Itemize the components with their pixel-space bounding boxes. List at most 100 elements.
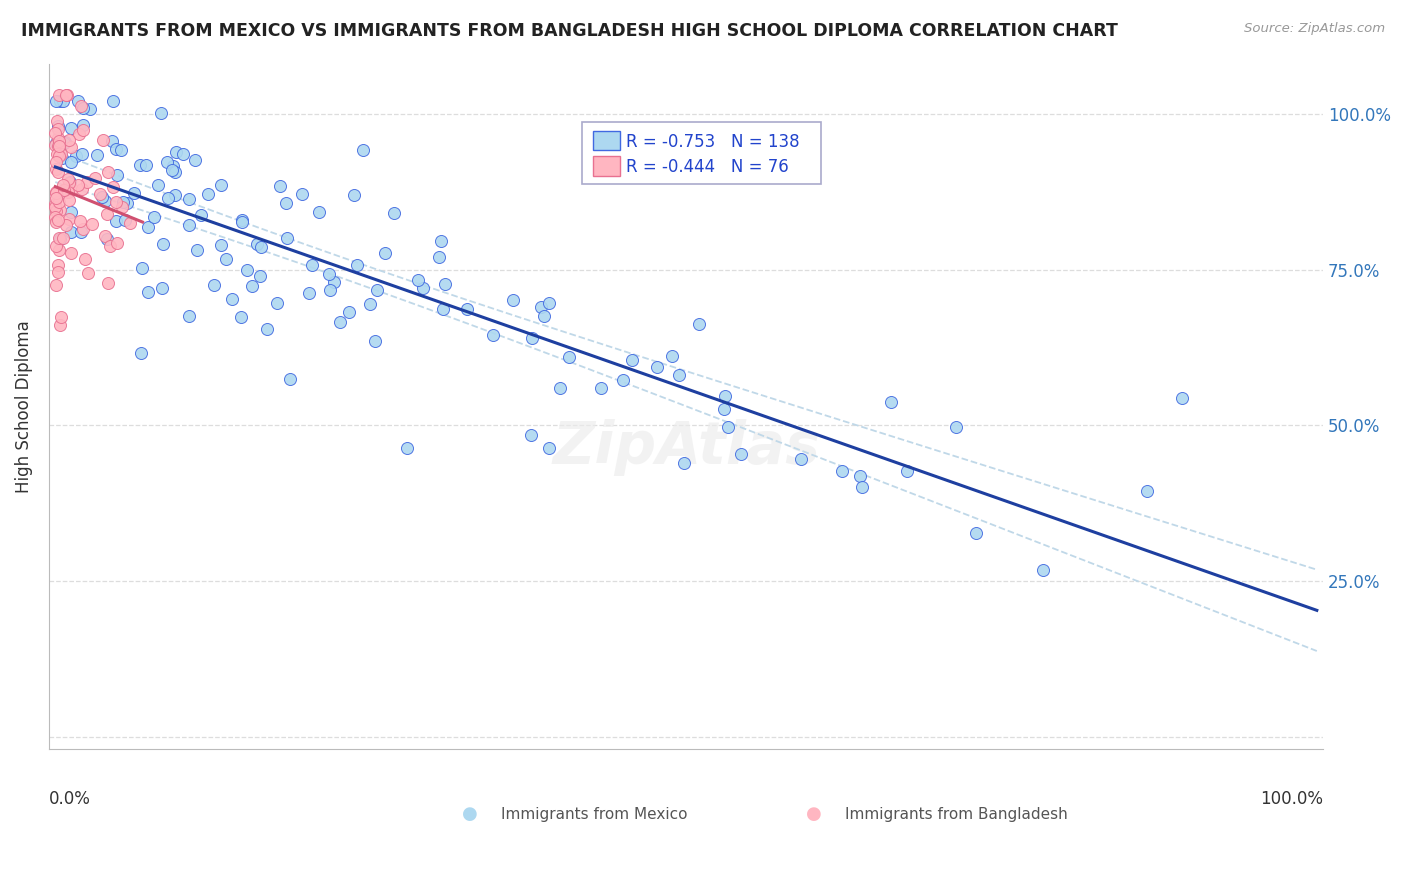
Point — [713, 401, 735, 416]
Point — [104, 213, 127, 227]
Point — [52, 178, 75, 192]
Point — [156, 191, 179, 205]
Point — [432, 302, 454, 317]
Point — [156, 154, 179, 169]
Point — [67, 127, 90, 141]
Point — [59, 246, 82, 260]
Point — [851, 480, 873, 494]
Point — [148, 178, 170, 193]
Point — [849, 469, 872, 483]
Point — [70, 182, 93, 196]
Point — [49, 318, 72, 333]
Point — [83, 171, 105, 186]
Point — [55, 88, 77, 103]
Point — [645, 360, 668, 375]
Point — [408, 272, 430, 286]
Point — [46, 130, 69, 145]
Point — [48, 139, 70, 153]
Point — [101, 95, 124, 109]
Point — [412, 281, 434, 295]
Point — [240, 278, 263, 293]
Point — [152, 236, 174, 251]
Point — [89, 186, 111, 201]
Point — [319, 283, 342, 297]
Point — [221, 292, 243, 306]
Point — [59, 121, 82, 136]
Point — [44, 126, 66, 140]
Point — [58, 171, 80, 186]
Point — [186, 243, 208, 257]
Point — [48, 195, 70, 210]
Point — [209, 178, 232, 192]
Point — [290, 186, 312, 201]
Point — [69, 214, 91, 228]
Point — [269, 178, 291, 193]
Point — [110, 144, 132, 158]
Point — [179, 218, 201, 232]
Text: 100.0%: 100.0% — [1260, 790, 1323, 808]
Point — [48, 149, 70, 163]
Point — [45, 277, 67, 292]
Point — [131, 260, 153, 275]
Point — [301, 258, 323, 272]
Point — [105, 168, 128, 182]
Point — [1171, 392, 1194, 406]
Point — [70, 226, 93, 240]
Point — [366, 283, 388, 297]
Text: IMMIGRANTS FROM MEXICO VS IMMIGRANTS FROM BANGLADESH HIGH SCHOOL DIPLOMA CORRELA: IMMIGRANTS FROM MEXICO VS IMMIGRANTS FRO… — [21, 22, 1118, 40]
Point — [246, 237, 269, 252]
Point — [45, 147, 67, 161]
Point — [59, 140, 82, 154]
Point — [90, 189, 112, 203]
Point — [44, 196, 66, 211]
Point — [65, 149, 87, 163]
Point — [48, 88, 70, 103]
Point — [688, 317, 710, 331]
Point — [266, 296, 288, 310]
Point — [520, 331, 543, 345]
Text: Immigrants from Mexico: Immigrants from Mexico — [502, 807, 688, 822]
Point — [59, 205, 82, 219]
Point — [965, 525, 987, 540]
Point — [49, 310, 72, 324]
Point — [48, 231, 70, 245]
Point — [298, 285, 321, 300]
Point — [73, 252, 96, 267]
Point — [45, 154, 67, 169]
Point — [177, 192, 200, 206]
Point — [45, 136, 67, 150]
Point — [46, 258, 69, 272]
Point — [945, 420, 967, 434]
Point — [45, 185, 67, 199]
Point — [714, 389, 737, 403]
Point — [197, 186, 219, 201]
Point — [45, 162, 67, 177]
Point — [276, 231, 298, 245]
Point — [1032, 563, 1054, 577]
Point — [76, 266, 98, 280]
Point — [717, 420, 740, 434]
Point — [104, 142, 127, 156]
Point — [53, 135, 76, 149]
Point — [337, 305, 360, 319]
Point — [112, 194, 135, 209]
Point — [382, 205, 405, 219]
Point — [82, 217, 104, 231]
Point — [150, 281, 173, 295]
Point — [202, 278, 225, 293]
Point — [278, 371, 301, 385]
Point — [190, 208, 212, 222]
Point — [44, 138, 66, 153]
Point — [229, 310, 252, 324]
Point — [165, 145, 187, 160]
Point — [589, 381, 612, 395]
Point — [60, 182, 83, 196]
Point — [172, 146, 194, 161]
Point — [48, 232, 70, 246]
Point — [101, 180, 124, 194]
Point — [621, 353, 644, 368]
Point — [236, 263, 259, 277]
Text: Source: ZipAtlas.com: Source: ZipAtlas.com — [1244, 22, 1385, 36]
Point — [359, 297, 381, 311]
Point — [129, 346, 152, 360]
